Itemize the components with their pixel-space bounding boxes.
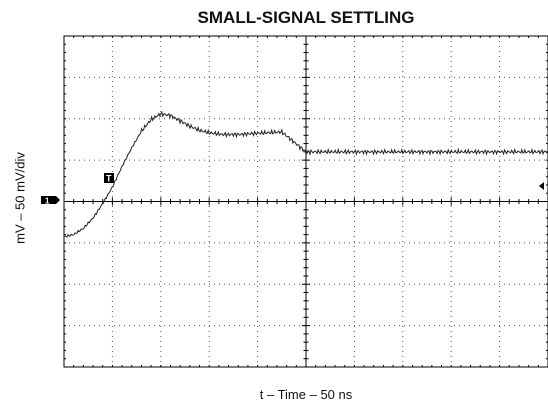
channel-1-marker-shape xyxy=(41,196,60,204)
scope-grid xyxy=(63,35,548,368)
x-axis-label: t – Time – 50 ns xyxy=(259,387,353,402)
trigger-marker: T xyxy=(104,173,114,184)
trigger-marker-box xyxy=(104,173,114,183)
trigger-marker-label: T xyxy=(106,174,112,184)
channel-1-marker: 1 xyxy=(41,196,60,206)
trigger-level-arrow xyxy=(539,182,544,190)
channel-1-marker-label: 1 xyxy=(45,197,50,206)
signal-trace xyxy=(63,110,548,238)
chart-title: SMALL-SIGNAL SETTLING xyxy=(197,8,415,27)
